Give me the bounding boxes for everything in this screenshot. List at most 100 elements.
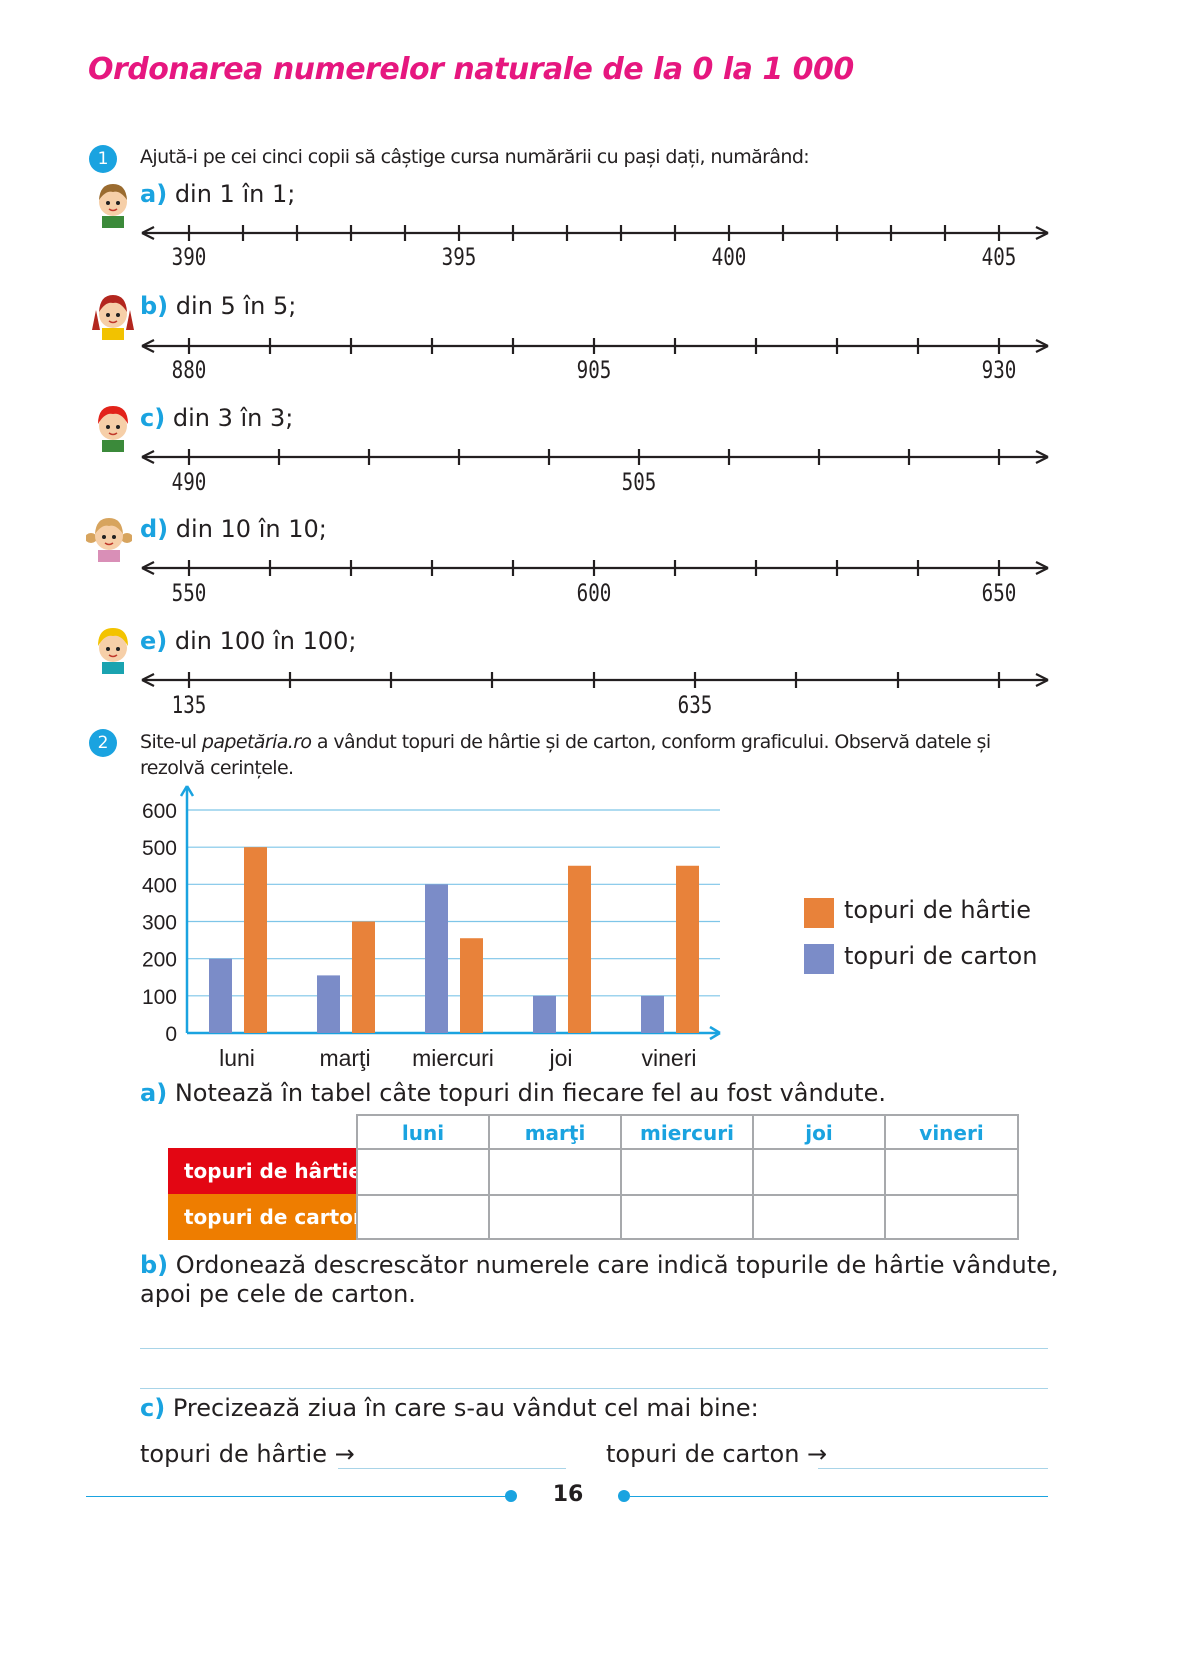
line-a-tick-label: 405 bbox=[981, 243, 1017, 271]
arrow-right-icon bbox=[1035, 673, 1049, 687]
bar-paper bbox=[460, 938, 483, 1033]
y-tick-label: 400 bbox=[142, 874, 177, 897]
line-e-tick-label: 135 bbox=[171, 691, 207, 719]
number-lines bbox=[141, 225, 1049, 688]
exercise-1-number: 1 bbox=[89, 145, 117, 173]
bar-carton bbox=[317, 975, 340, 1033]
task-a: a) Notează în tabel câte topuri din fiec… bbox=[140, 1079, 886, 1107]
answer-line[interactable] bbox=[140, 1388, 1048, 1389]
y-axis-arrow-icon bbox=[179, 785, 195, 797]
line-c-tick-label: 490 bbox=[171, 468, 207, 496]
bar-paper bbox=[676, 865, 699, 1033]
line-a-tick-label: 400 bbox=[711, 243, 747, 271]
table-input-cell[interactable] bbox=[488, 1194, 622, 1240]
table-row-label-carton: topuri de carton bbox=[168, 1194, 367, 1240]
y-tick-label: 0 bbox=[165, 1023, 177, 1046]
line-b-tick-label: 905 bbox=[576, 356, 612, 384]
legend-swatch-carton bbox=[804, 944, 834, 974]
page-number: 16 bbox=[552, 1482, 584, 1507]
answer-line[interactable] bbox=[140, 1348, 1048, 1349]
x-tick-label: miercuri bbox=[412, 1045, 494, 1071]
girl-red-hair-avatar-icon bbox=[92, 295, 134, 340]
bar-carton bbox=[425, 884, 448, 1033]
line-d-tick-label: 550 bbox=[171, 579, 207, 607]
task-b-cont: apoi pe cele de carton. bbox=[140, 1280, 416, 1308]
table-header-cell: marţi bbox=[488, 1114, 622, 1150]
answer-paper-label: topuri de hârtie → bbox=[140, 1440, 355, 1468]
bar-carton bbox=[533, 995, 556, 1033]
answer-carton-label: topuri de carton → bbox=[606, 1440, 828, 1468]
exercise-2-intro-cont: rezolvă cerințele. bbox=[140, 757, 294, 779]
line-c-tick-label: 505 bbox=[621, 468, 657, 496]
y-tick-label: 100 bbox=[142, 986, 177, 1009]
line-d-tick-label: 650 bbox=[981, 579, 1017, 607]
table-input-cell[interactable] bbox=[884, 1148, 1019, 1196]
table-header-cell: vineri bbox=[884, 1114, 1019, 1150]
task-b: b) Ordonează descrescător numerele care … bbox=[140, 1251, 1059, 1279]
bar-carton bbox=[209, 958, 232, 1033]
footer-line-right bbox=[630, 1496, 1048, 1497]
arrow-left-icon bbox=[141, 450, 155, 464]
arrow-left-icon bbox=[141, 339, 155, 353]
x-axis-arrow-icon bbox=[709, 1025, 721, 1041]
line-b-tick-label: 930 bbox=[981, 356, 1017, 384]
arrow-right-icon bbox=[1035, 226, 1049, 240]
table-row-label-paper: topuri de hârtie bbox=[168, 1148, 362, 1194]
x-tick-label: luni bbox=[219, 1045, 255, 1071]
line-a-tick-label: 395 bbox=[441, 243, 477, 271]
table-header-cell: miercuri bbox=[620, 1114, 754, 1150]
table-input-cell[interactable] bbox=[620, 1194, 754, 1240]
arrow-left-icon bbox=[141, 561, 155, 575]
line-c-label: c) din 3 în 3; bbox=[140, 404, 294, 432]
boy-red-hair-avatar-icon bbox=[98, 406, 128, 452]
table-input-cell[interactable] bbox=[356, 1148, 490, 1196]
y-tick-label: 500 bbox=[142, 837, 177, 860]
x-tick-label: marţi bbox=[319, 1045, 370, 1071]
page-title: Ordonarea numerelor naturale de la 0 la … bbox=[88, 52, 854, 87]
y-tick-label: 300 bbox=[142, 912, 177, 935]
bar-paper bbox=[352, 921, 375, 1033]
table-header-cell: luni bbox=[356, 1114, 490, 1150]
boy-avatar-icon bbox=[99, 184, 127, 228]
blond-boy-avatar-icon bbox=[98, 628, 128, 674]
y-tick-label: 200 bbox=[142, 949, 177, 972]
bar-paper bbox=[568, 865, 591, 1033]
footer-line-left bbox=[86, 1496, 506, 1497]
legend-swatch-paper bbox=[804, 898, 834, 928]
sales-bar-chart: 0 100 200 300 400 500 600 luni marţi miercuri joi v… bbox=[142, 785, 721, 1071]
x-tick-label: vineri bbox=[642, 1045, 697, 1071]
girl-pigtails-avatar-icon bbox=[86, 518, 132, 562]
exercise-1-instruction: Ajută-i pe cei cinci copii să câștige cu… bbox=[140, 146, 810, 168]
x-tick-label: joi bbox=[548, 1045, 572, 1071]
arrow-right-icon bbox=[1035, 339, 1049, 353]
line-b-tick-label: 880 bbox=[171, 356, 207, 384]
table-input-cell[interactable] bbox=[752, 1194, 886, 1240]
line-d-tick-label: 600 bbox=[576, 579, 612, 607]
table-input-cell[interactable] bbox=[620, 1148, 754, 1196]
exercise-2-number: 2 bbox=[89, 729, 117, 757]
arrow-left-icon bbox=[141, 226, 155, 240]
arrow-left-icon bbox=[141, 673, 155, 687]
arrow-right-icon bbox=[1035, 450, 1049, 464]
table-input-cell[interactable] bbox=[488, 1148, 622, 1196]
legend-label-paper: topuri de hârtie bbox=[844, 896, 1031, 924]
table-input-cell[interactable] bbox=[752, 1148, 886, 1196]
line-b-label: b) din 5 în 5; bbox=[140, 292, 297, 320]
legend-label-carton: topuri de carton bbox=[844, 942, 1038, 970]
footer-dot-left bbox=[505, 1490, 517, 1502]
bar-paper bbox=[244, 847, 267, 1033]
line-a-label: a) din 1 în 1; bbox=[140, 180, 296, 208]
exercise-2-intro: Site-ul papetăria.ro a vândut topuri de … bbox=[140, 731, 991, 753]
answer-carton-line[interactable] bbox=[818, 1468, 1048, 1469]
line-d-label: d) din 10 în 10; bbox=[140, 515, 327, 543]
arrow-right-icon bbox=[1035, 561, 1049, 575]
table-input-cell[interactable] bbox=[356, 1194, 490, 1240]
line-a-tick-label: 390 bbox=[171, 243, 207, 271]
line-e-label: e) din 100 în 100; bbox=[140, 627, 357, 655]
table-input-cell[interactable] bbox=[884, 1194, 1019, 1240]
answer-paper-line[interactable] bbox=[338, 1468, 566, 1469]
y-tick-label: 600 bbox=[142, 800, 177, 823]
task-c: c) Precizează ziua în care s-au vândut c… bbox=[140, 1394, 759, 1422]
bar-carton bbox=[641, 995, 664, 1033]
table-header-cell: joi bbox=[752, 1114, 886, 1150]
